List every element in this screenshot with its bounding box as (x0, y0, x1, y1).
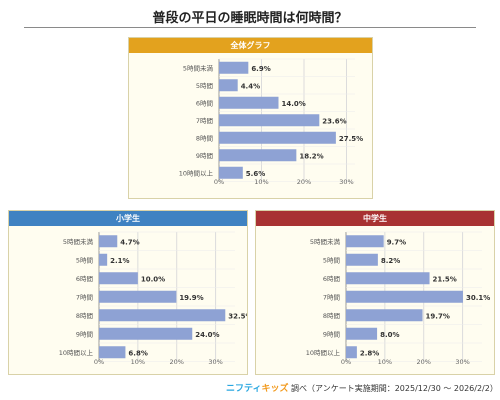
bar (346, 290, 463, 303)
category-label: 5時間 (76, 256, 93, 264)
logo-text-kids: キッズ (261, 384, 289, 394)
category-label: 8時間 (323, 312, 340, 320)
x-tick-label: 10% (378, 358, 392, 366)
junior-chart-title: 中学生 (256, 211, 494, 226)
bar (346, 327, 378, 340)
category-label: 8時間 (196, 134, 213, 142)
x-tick-label: 20% (297, 178, 311, 186)
bar (99, 309, 226, 322)
bar-value-label: 23.6% (322, 117, 346, 125)
bar (219, 131, 336, 144)
x-tick-label: 30% (208, 358, 222, 366)
bar-value-label: 8.2% (381, 257, 400, 265)
bar (219, 166, 243, 179)
bar-value-label: 32.5% (228, 312, 247, 320)
category-label: 5時間 (323, 256, 340, 264)
bar (346, 253, 378, 266)
x-tick-label: 0% (94, 358, 104, 366)
bar-value-label: 2.1% (110, 257, 129, 265)
bar-value-label: 19.9% (179, 294, 203, 302)
bar-value-label: 24.0% (195, 331, 219, 339)
bar-value-label: 6.8% (128, 349, 147, 357)
bar-value-label: 9.7% (387, 238, 406, 246)
bar (99, 327, 193, 340)
bar-value-label: 4.4% (241, 82, 260, 90)
survey-period-text: 調べ（アンケート実施期間：2025/12/30 ～ 2026/2/2） (288, 384, 498, 393)
bar (346, 272, 430, 285)
bar (99, 346, 126, 359)
category-label: 6時間 (323, 275, 340, 283)
x-tick-label: 30% (339, 178, 353, 186)
bar (99, 272, 138, 285)
junior-chart-panel: 中学生 5時間未満 9.7% 5時間 8.2% 6時間 21.5% 7時間 30.1% 8時間 1… (255, 210, 495, 375)
category-label: 10時間以上 (59, 348, 94, 357)
bar-value-label: 14.0% (282, 100, 306, 108)
bar-value-label: 21.5% (433, 275, 457, 283)
bar-value-label: 10.0% (141, 275, 165, 283)
logo-text-nifty: ニフティ (226, 384, 262, 394)
bar-value-label: 2.8% (360, 349, 379, 357)
category-label: 10時間以上 (306, 348, 341, 357)
category-label: 7時間 (76, 293, 93, 301)
category-label: 5時間未満 (63, 237, 94, 246)
bar (99, 235, 118, 248)
bar-value-label: 27.5% (339, 135, 363, 143)
category-label: 7時間 (323, 293, 340, 301)
bar (219, 149, 297, 162)
category-label: 9時間 (76, 330, 93, 338)
category-label: 6時間 (196, 99, 213, 107)
elementary-chart-panel: 小学生 5時間未満 4.7% 5時間 2.1% 6時間 10.0% 7時間 19.9% 8時間 3… (8, 210, 248, 375)
x-tick-label: 20% (416, 358, 430, 366)
category-label: 5時間未満 (183, 63, 214, 72)
x-tick-label: 20% (169, 358, 183, 366)
bar (219, 61, 249, 74)
footer-credit: ニフティキッズ 調べ（アンケート実施期間：2025/12/30 ～ 2026/2… (226, 381, 498, 394)
title-divider (24, 27, 476, 28)
x-tick-label: 0% (341, 358, 351, 366)
category-label: 5時間未満 (310, 237, 341, 246)
bar (219, 114, 320, 127)
bar (346, 235, 384, 248)
bar (219, 79, 238, 92)
overall-chart-title: 全体グラフ (129, 38, 372, 53)
category-label: 8時間 (76, 312, 93, 320)
junior-chart: 5時間未満 9.7% 5時間 8.2% 6時間 21.5% 7時間 30.1% 8時間 19.7%… (306, 231, 490, 366)
bar-value-label: 8.0% (380, 331, 399, 339)
bar-value-label: 4.7% (120, 238, 139, 246)
x-tick-label: 10% (254, 178, 268, 186)
bar (99, 253, 108, 266)
elementary-chart: 5時間未満 4.7% 5時間 2.1% 6時間 10.0% 7時間 19.9% 8時間 32.5%… (59, 231, 247, 366)
category-label: 9時間 (323, 330, 340, 338)
category-label: 10時間以上 (179, 168, 214, 177)
overall-chart-panel: 全体グラフ 5時間未満 6.9% 5時間 4.4% 6時間 14.0% 7時間 23.6% 8時… (128, 37, 373, 199)
bar (99, 290, 177, 303)
bar (219, 96, 279, 109)
bar-value-label: 19.7% (426, 312, 450, 320)
page-title: 普段の平日の睡眠時間は何時間？ (152, 11, 348, 26)
bar-value-label: 5.6% (246, 170, 265, 178)
bar (346, 309, 423, 322)
category-label: 7時間 (196, 117, 213, 125)
overall-chart: 5時間未満 6.9% 5時間 4.4% 6時間 14.0% 7時間 23.6% 8時間 27.5%… (179, 58, 363, 186)
x-tick-label: 0% (214, 178, 224, 186)
bar-value-label: 18.2% (299, 152, 323, 160)
elementary-chart-title: 小学生 (9, 211, 247, 226)
x-tick-label: 10% (131, 358, 145, 366)
category-label: 6時間 (76, 275, 93, 283)
category-label: 9時間 (196, 152, 213, 160)
x-tick-label: 30% (455, 358, 469, 366)
bar (346, 346, 357, 359)
bar-value-label: 6.9% (251, 65, 270, 73)
category-label: 5時間 (196, 82, 213, 90)
bar-value-label: 30.1% (466, 294, 490, 302)
